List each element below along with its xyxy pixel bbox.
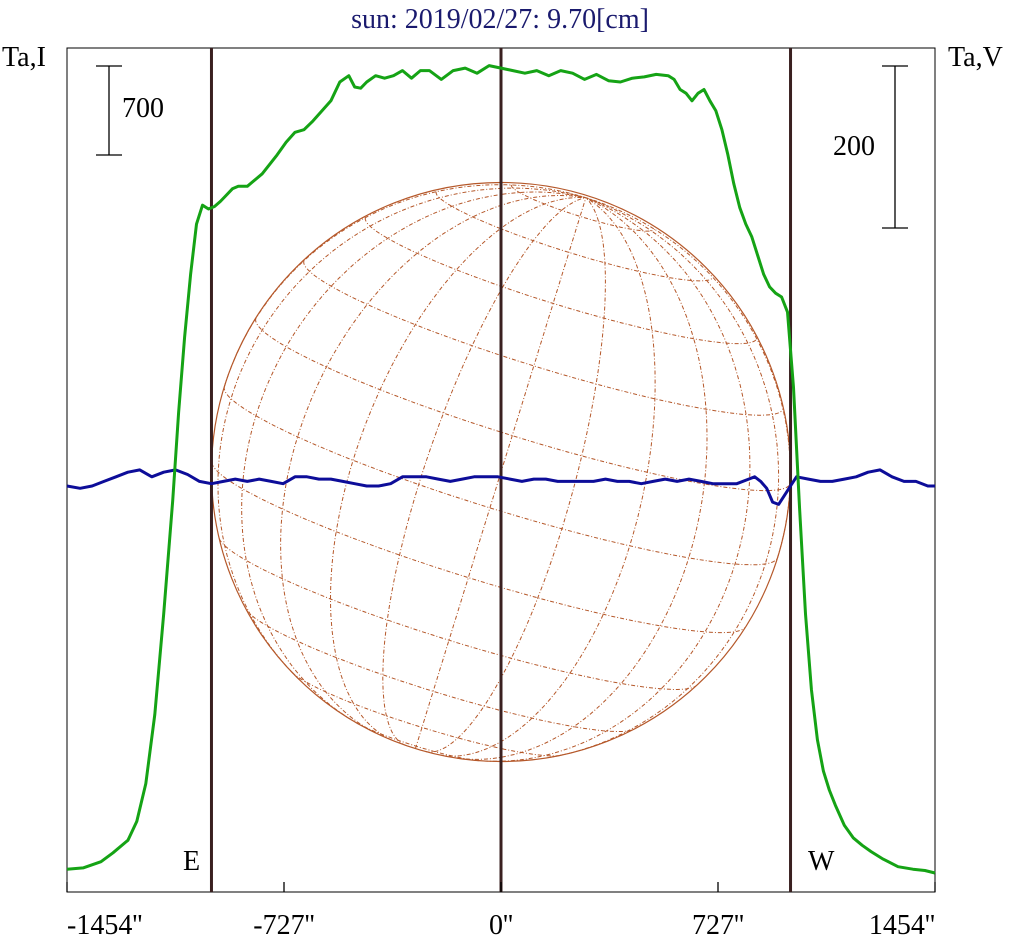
sun-grid-meridian bbox=[439, 197, 656, 757]
right-scale-label: 200 bbox=[833, 131, 875, 162]
sun-grid-parallel bbox=[245, 609, 634, 732]
sun-grid-meridian bbox=[483, 197, 751, 762]
sun-grid-meridian bbox=[329, 196, 586, 741]
sun-grid-meridian bbox=[241, 191, 586, 721]
x-axis-ticks: -1454'' -727'' 0'' 727'' 1454'' bbox=[66, 882, 936, 941]
sun-grid-parallel bbox=[510, 184, 655, 232]
sun-grid-parallel bbox=[435, 191, 714, 282]
x-tick-label: 0'' bbox=[489, 910, 513, 941]
sun-grid-parallel bbox=[303, 260, 784, 416]
left-scale-label: 700 bbox=[122, 93, 164, 124]
sun-grid-meridian bbox=[217, 187, 586, 681]
x-tick-label: -1454'' bbox=[67, 910, 142, 941]
right-axis-label: Ta,V bbox=[948, 42, 1003, 73]
x-tick-label: -727'' bbox=[253, 910, 314, 941]
chart-title: sun: 2019/02/27: 9.70[cm] bbox=[351, 4, 649, 35]
series-line-intensity bbox=[66, 64, 936, 875]
x-tick-label: 727'' bbox=[692, 910, 744, 941]
series-line-polarization bbox=[66, 468, 935, 506]
sun-grid-meridian bbox=[382, 197, 586, 746]
limb-lines bbox=[209, 48, 793, 892]
sun-grid-parallel bbox=[291, 671, 561, 757]
sun-grid-meridian bbox=[280, 194, 586, 734]
sun-grid-parallel bbox=[355, 721, 480, 762]
sun-grid-parallel bbox=[364, 217, 758, 345]
sun-grid-parallel bbox=[255, 318, 791, 492]
sun-grid-meridian bbox=[223, 184, 586, 387]
west-label: W bbox=[808, 846, 835, 877]
sun-grid-meridian bbox=[550, 197, 780, 758]
x-tick-label: 1454'' bbox=[869, 910, 935, 941]
sun-grid-meridian bbox=[456, 197, 708, 760]
left-axis-label: Ta,I bbox=[2, 42, 46, 73]
sun-grid-parallel bbox=[211, 462, 746, 634]
sun-grid-meridian bbox=[425, 197, 606, 753]
sun-grid-meridian bbox=[414, 197, 587, 749]
left-scale-bar bbox=[96, 65, 122, 156]
sun-grid-parallel bbox=[218, 538, 697, 690]
east-label: E bbox=[183, 846, 200, 877]
right-scale-bar bbox=[882, 65, 908, 229]
